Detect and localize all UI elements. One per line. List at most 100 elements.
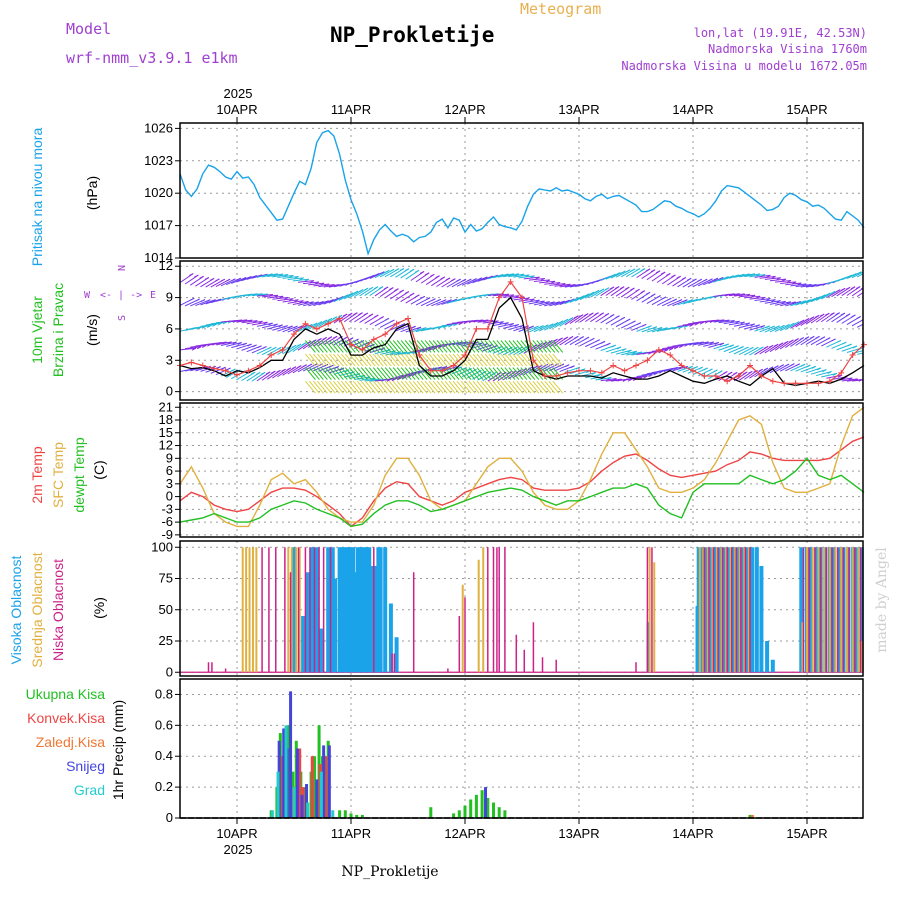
cloud-bar bbox=[245, 547, 248, 673]
wind-gust-marker bbox=[416, 352, 423, 359]
cloud-bar bbox=[823, 547, 828, 673]
cloud-bar bbox=[696, 547, 701, 673]
wind-arrow-head bbox=[784, 363, 790, 367]
wind-arrow-head bbox=[427, 348, 433, 352]
wind-gust-marker bbox=[325, 320, 332, 327]
wind-arrow-head bbox=[195, 298, 200, 302]
wind-arrow bbox=[420, 353, 432, 367]
wind-arrow-head bbox=[332, 335, 338, 339]
wind-arrow bbox=[348, 380, 360, 394]
wind-arrow-head bbox=[374, 314, 379, 318]
cloud-bar bbox=[309, 547, 311, 673]
wind-gust-marker bbox=[199, 362, 206, 369]
cloud-bar bbox=[207, 662, 210, 673]
wind-arrow-head bbox=[681, 276, 687, 280]
wind-arrow-head bbox=[652, 326, 658, 330]
wind-arrow-head bbox=[799, 319, 805, 323]
wind-arrow-head bbox=[604, 312, 610, 316]
wind-arrow bbox=[496, 380, 508, 394]
wind-arrow-head bbox=[215, 278, 220, 282]
wind-arrow bbox=[412, 340, 424, 353]
wind-arrow bbox=[488, 353, 500, 367]
wind-arrow-head bbox=[190, 297, 195, 301]
wind-arrow-head bbox=[622, 348, 627, 352]
wind-arrow bbox=[646, 350, 663, 354]
cloud-bar bbox=[241, 547, 244, 673]
cloud-bar bbox=[346, 547, 351, 673]
wind-arrow bbox=[480, 353, 492, 367]
cloud-bar bbox=[743, 547, 746, 673]
top-time-axis: 10APR 11APR 12APR 13APR 14APR 15APR bbox=[216, 102, 828, 123]
wind-arrow-head bbox=[794, 338, 799, 342]
cloud-bar bbox=[727, 547, 732, 673]
cloud-bar bbox=[846, 547, 851, 673]
wind-arrow-head bbox=[806, 364, 811, 368]
cloud-bar bbox=[735, 547, 738, 673]
wind-arrow bbox=[662, 366, 678, 372]
wind-arrow-head bbox=[750, 323, 755, 327]
wind-arrow bbox=[392, 353, 404, 367]
wind-gust-marker bbox=[598, 369, 605, 376]
wind-arrow-head bbox=[735, 320, 740, 324]
wind-arrow-head bbox=[620, 316, 626, 320]
wind-arrow-head bbox=[743, 371, 748, 375]
wind-arrow-head bbox=[508, 346, 513, 350]
cloud-bar bbox=[364, 547, 369, 673]
wind-arrow-head bbox=[578, 314, 584, 318]
wind-arrow-head bbox=[525, 297, 530, 301]
precip-bar bbox=[750, 814, 754, 818]
wind-arrow bbox=[504, 367, 516, 380]
wind-arrow-head bbox=[677, 299, 683, 302]
wind-arrow bbox=[352, 353, 364, 367]
wind-arrow-head bbox=[472, 278, 477, 281]
wind-arrow bbox=[508, 353, 520, 367]
wind-arrow bbox=[862, 296, 863, 298]
bottom-year-label: 2025 bbox=[224, 842, 253, 857]
wind-gust-marker bbox=[279, 346, 286, 353]
wind-arrow-head bbox=[563, 336, 569, 340]
wind-arrow-head bbox=[453, 323, 458, 327]
wind-arrow-head bbox=[804, 317, 810, 321]
wind-arrow-head bbox=[867, 269, 871, 271]
wind-arrow-head bbox=[273, 323, 278, 327]
cloud-bar bbox=[811, 547, 814, 673]
wind-arrow-head bbox=[780, 324, 785, 328]
wind-arrow bbox=[484, 353, 496, 367]
wind-arrow-head bbox=[842, 341, 847, 345]
wind-arrow bbox=[516, 340, 528, 353]
cloud-bar bbox=[458, 616, 461, 673]
cloud-bar bbox=[834, 547, 837, 673]
wind-arrow bbox=[733, 293, 751, 297]
wind-arrow bbox=[305, 367, 316, 380]
wind-arrow bbox=[488, 380, 500, 394]
wind-arrow bbox=[524, 340, 536, 353]
top-day-label: 10APR bbox=[216, 102, 257, 117]
wind-arrow bbox=[728, 293, 745, 297]
wind-arrow-head bbox=[641, 323, 647, 327]
wind-arrow-head bbox=[199, 275, 204, 279]
wind-arrow-head bbox=[504, 322, 509, 326]
wind-arrow bbox=[390, 351, 407, 356]
wind-arrow-head bbox=[692, 278, 697, 282]
wind-arrow-head bbox=[621, 270, 626, 274]
wind-arrow bbox=[472, 353, 484, 367]
wind-arrow-head bbox=[448, 324, 453, 328]
wind-arrow bbox=[460, 367, 472, 380]
wind-gust-marker bbox=[758, 372, 765, 379]
wind-arrow-head bbox=[294, 276, 299, 279]
wind-arrow-head bbox=[220, 278, 225, 282]
wind-axis-label-2: Brzina i Pravac bbox=[50, 283, 66, 377]
wind-arrow-head bbox=[816, 367, 822, 371]
cloud-bar bbox=[740, 547, 742, 673]
wind-arrow bbox=[412, 367, 424, 380]
precip-bar bbox=[322, 745, 326, 818]
wind-arrow-head bbox=[640, 290, 646, 294]
wind-arrow-head bbox=[255, 371, 261, 375]
wind-arrow-head bbox=[524, 325, 529, 329]
wind-arrow-head bbox=[779, 364, 784, 368]
wind-arrow-head bbox=[635, 268, 641, 272]
wind-arrow-head bbox=[272, 346, 277, 350]
wind-gust-marker bbox=[564, 369, 571, 376]
wind-arrow bbox=[500, 353, 512, 367]
wind-arrow-head bbox=[301, 342, 307, 346]
